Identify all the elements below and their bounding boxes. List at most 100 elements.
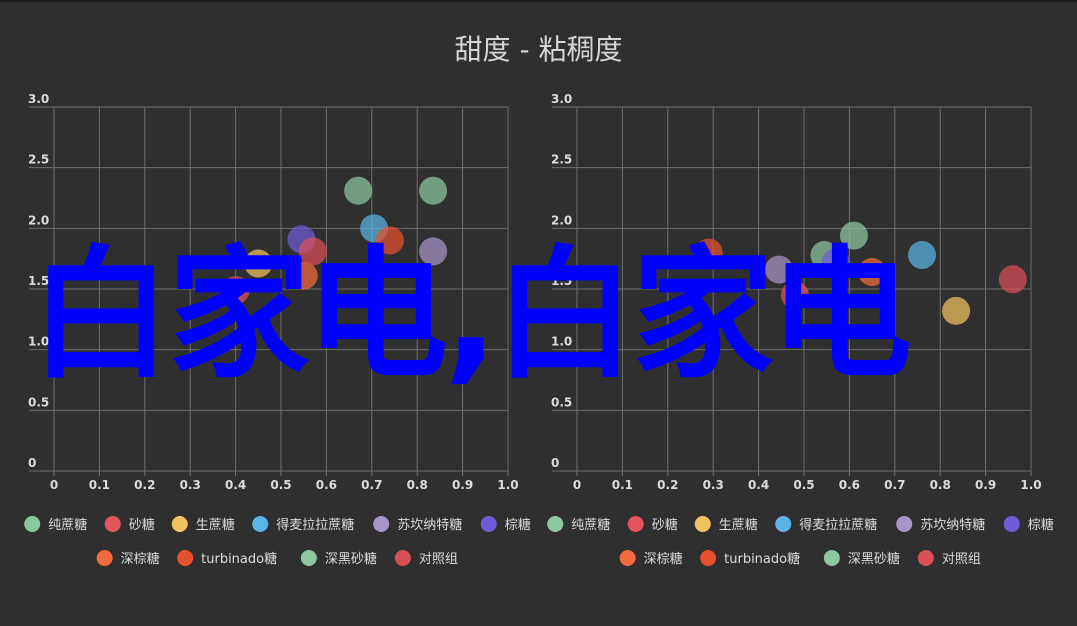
data-point: [289, 261, 318, 290]
x-tick-label: 0.7: [884, 478, 905, 492]
legend-marker: [694, 516, 711, 532]
data-point: [244, 249, 273, 278]
legend-label: 纯蔗糖: [48, 517, 87, 533]
chart-title: 甜度 - 粘稠度: [454, 33, 623, 66]
legend-marker: [300, 550, 317, 566]
x-tick-label: 0.1: [89, 478, 110, 492]
legend-label: 苏坎纳特糖: [397, 517, 462, 533]
legend-marker: [96, 550, 113, 566]
x-tick-label: 0.6: [316, 478, 337, 492]
legend-label: 深棕糖: [121, 551, 160, 567]
x-tick-label: 0.9: [452, 478, 473, 492]
watermark-text: 白家电,白家电: [30, 233, 912, 398]
data-point: [694, 238, 723, 267]
legend-label: 得麦拉拉蔗糖: [799, 517, 877, 533]
data-point: [839, 221, 868, 250]
legend-marker: [1003, 516, 1020, 532]
y-tick-label: 1.5: [551, 274, 572, 288]
legend-marker: [775, 516, 792, 532]
y-tick-label: 1.5: [28, 274, 49, 288]
top-border: [0, 0, 1077, 2]
scatter-plot-1: 0 0.1 0.2 0.3 0.4 0.5 0.6 0.7 0.8 0.9 1.0 0 0.5 1.0 1.…: [28, 92, 519, 492]
y-tick-label: 2.5: [28, 153, 49, 167]
x-tick-label: 0.4: [748, 478, 769, 492]
legend-marker: [177, 550, 194, 566]
y-tick-label: 3.0: [551, 92, 572, 106]
scatter-plot-2: 0 0.1 0.2 0.3 0.4 0.5 0.6 0.7 0.8 0.9 1.0 0 0.5 1.0 1.…: [551, 92, 1042, 492]
legend-label: 对照组: [419, 552, 458, 567]
data-point: [221, 276, 250, 305]
data-point: [908, 241, 937, 270]
x-tick-label: 0.3: [180, 478, 201, 492]
legend-label: 砂糖: [129, 517, 155, 533]
legend-label: 棕糖: [505, 517, 531, 533]
legend-marker: [171, 516, 188, 532]
legend-label: 对照组: [942, 552, 981, 567]
x-tick-label: 0.3: [703, 478, 724, 492]
legend-label: 生蔗糖: [719, 517, 758, 533]
data-point: [375, 226, 404, 255]
y-tick-label: 3.0: [28, 92, 49, 106]
legend-label: 苏坎纳特糖: [920, 517, 985, 533]
x-tick-label: 0.5: [270, 478, 291, 492]
legend-marker: [823, 550, 840, 566]
legend-label: 生蔗糖: [196, 517, 235, 533]
legend-marker: [24, 516, 41, 532]
legend-label: 深黑砂糖: [848, 551, 900, 567]
data-point: [419, 176, 448, 205]
legend-marker: [547, 516, 564, 532]
legend-marker: [700, 550, 717, 566]
y-tick-label: 0.5: [551, 395, 572, 409]
legend-label: 得麦拉拉蔗糖: [276, 517, 354, 533]
x-tick-label: 0.4: [225, 478, 246, 492]
data-point: [942, 296, 971, 325]
y-tick-label: 2.5: [551, 153, 572, 167]
x-tick-label: 0.2: [657, 478, 678, 492]
y-tick-label: 2.0: [28, 213, 49, 227]
x-tick-label: 0: [50, 478, 58, 492]
x-tick-label: 0.8: [930, 478, 951, 492]
y-tick-label: 0: [28, 456, 36, 470]
data-point: [998, 265, 1027, 294]
x-tick-label: 0.6: [839, 478, 860, 492]
legend-label: turbinado糖: [201, 551, 277, 567]
x-tick-label: 0.2: [134, 478, 155, 492]
data-point: [298, 237, 327, 266]
x-tick-label: 1.0: [1020, 478, 1041, 492]
legend-label: 砂糖: [652, 517, 678, 533]
x-tick-label: 0.9: [975, 478, 996, 492]
legend-marker: [917, 550, 934, 566]
y-tick-label: 0.5: [28, 395, 49, 409]
data-point: [858, 258, 887, 287]
x-tick-label: 0.8: [407, 478, 428, 492]
data-point: [419, 237, 448, 266]
legend-marker: [394, 550, 411, 566]
x-tick-label: 0: [573, 478, 581, 492]
legend-label: 深棕糖: [644, 551, 683, 567]
legend-label: 深黑砂糖: [325, 551, 377, 567]
y-tick-label: 1.0: [28, 335, 49, 349]
legend-marker: [627, 516, 644, 532]
x-tick-label: 0.5: [793, 478, 814, 492]
x-tick-label: 0.1: [612, 478, 633, 492]
data-point: [780, 281, 809, 310]
x-tick-label: 1.0: [497, 478, 518, 492]
legend-marker: [373, 516, 390, 532]
data-point: [821, 248, 850, 277]
legend-label: 棕糖: [1028, 517, 1054, 533]
legend-label: 纯蔗糖: [571, 517, 610, 533]
legend-marker: [480, 516, 497, 532]
legend-label: turbinado糖: [724, 551, 800, 567]
data-point: [765, 255, 794, 284]
legend-marker: [252, 516, 269, 532]
y-tick-label: 2.0: [551, 213, 572, 227]
y-tick-label: 0: [551, 456, 559, 470]
legend-marker: [619, 550, 636, 566]
x-tick-label: 0.7: [361, 478, 382, 492]
legend-marker: [104, 516, 121, 532]
y-tick-label: 1.0: [551, 335, 572, 349]
data-point: [344, 176, 373, 205]
